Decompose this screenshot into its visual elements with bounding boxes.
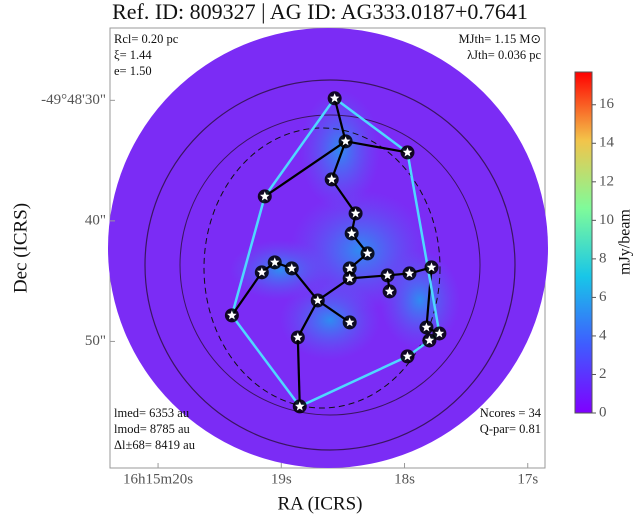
annotation: Δl±68= 8419 au xyxy=(114,438,196,452)
mst-edge xyxy=(345,140,408,154)
colorbar-tick-label: 2 xyxy=(599,366,607,382)
annotation: Rcl= 0.20 pc xyxy=(114,32,179,46)
annotation: Ncores = 34 xyxy=(480,406,542,420)
x-tick-label: 19s xyxy=(271,471,292,487)
core xyxy=(434,328,445,338)
core xyxy=(295,401,305,411)
colorbar-tick-label: 16 xyxy=(599,96,615,112)
y-axis-label: Dec (ICRS) xyxy=(10,203,31,293)
y-tick-label: 40" xyxy=(85,212,106,228)
mst-edge xyxy=(296,337,301,407)
core xyxy=(326,174,337,184)
core xyxy=(402,351,413,361)
core xyxy=(346,228,357,238)
x-tick-label: 18s xyxy=(394,471,415,487)
colorbar-label: mJy/beam xyxy=(617,209,634,275)
core xyxy=(287,263,297,273)
annotation: MJth= 1.15 M⊙ xyxy=(459,32,541,46)
x-axis-label: RA (ICRS) xyxy=(278,493,363,514)
core xyxy=(402,147,413,157)
colorbar-tick-label: 12 xyxy=(599,173,614,189)
core xyxy=(404,268,415,278)
core xyxy=(227,310,237,320)
annotation: lmod= 8785 au xyxy=(114,422,191,436)
core xyxy=(270,257,280,267)
core xyxy=(350,208,361,218)
outer-circle xyxy=(144,79,516,451)
colorbar-tick-label: 10 xyxy=(599,212,614,228)
core xyxy=(257,267,267,277)
core xyxy=(260,191,270,201)
core xyxy=(344,317,355,327)
colorbar-tick-label: 4 xyxy=(599,327,607,343)
core xyxy=(344,273,355,283)
core xyxy=(424,335,435,345)
colorbar-tick-label: 14 xyxy=(599,135,615,151)
mst-edge xyxy=(333,98,347,142)
core xyxy=(329,93,340,103)
core xyxy=(421,322,432,332)
mst-edge xyxy=(264,140,347,198)
colorbar-tick-label: 6 xyxy=(599,289,607,305)
colorbar-tick-label: 0 xyxy=(599,404,607,420)
y-tick-label: -49°48'30" xyxy=(41,92,106,108)
annotation: λJth= 0.036 pc xyxy=(467,48,541,62)
x-tick-label: 16h15m20s xyxy=(123,471,193,487)
annotation: lmed= 6353 au xyxy=(114,406,190,420)
convex-hull xyxy=(230,97,441,408)
mst-edge xyxy=(230,271,263,317)
x-tick-label: 17s xyxy=(517,471,538,487)
annotation: Q-par= 0.81 xyxy=(480,422,541,436)
core xyxy=(313,295,323,305)
core xyxy=(344,263,355,273)
core xyxy=(382,270,393,280)
edges xyxy=(224,91,447,414)
annotation: e= 1.50 xyxy=(114,64,152,78)
chart-title: Ref. ID: 809327 | AG ID: AG333.0187+0.76… xyxy=(112,0,528,24)
core xyxy=(293,332,303,342)
colorbar-tick-label: 8 xyxy=(599,250,607,266)
y-tick-label: 50" xyxy=(85,333,106,349)
inner-circle xyxy=(179,114,481,416)
core xyxy=(362,248,373,258)
colorbar xyxy=(574,71,593,414)
core xyxy=(426,262,437,272)
core xyxy=(384,286,395,296)
dashed-ellipse xyxy=(203,127,441,409)
annotation: ξ= 1.44 xyxy=(114,48,152,62)
mst-edge xyxy=(296,299,319,338)
core xyxy=(340,136,351,146)
